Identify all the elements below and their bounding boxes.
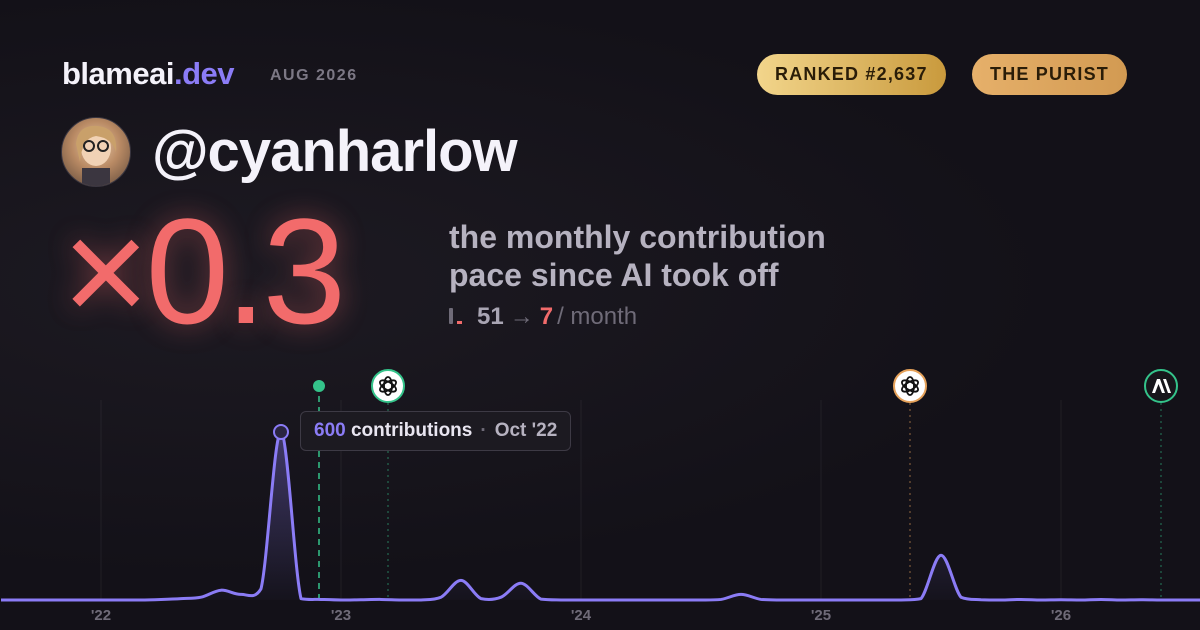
x-tick-label: '24: [571, 607, 592, 624]
pace-icon: [449, 305, 463, 325]
tooltip-label: contributions: [350, 420, 473, 441]
pace-change: 51 → 7/ month: [449, 303, 637, 331]
caption: the monthly contribution: [449, 219, 826, 255]
tooltip: 600 contributions · Oct '22: [300, 411, 572, 451]
rank-badge: RANKED #2,637: [757, 54, 946, 95]
event-markers: [313, 369, 1178, 600]
x-tick-label: '22: [91, 607, 111, 624]
openai-icon: [371, 369, 405, 403]
pace-before: 51: [477, 303, 504, 330]
tooltip-value: 600: [314, 420, 346, 441]
tooltip-date: Oct '22: [494, 420, 558, 441]
x-tick-label: '25: [811, 607, 831, 624]
peak-marker: [273, 424, 289, 440]
pace-after: 7: [539, 303, 554, 330]
unit: / month: [557, 303, 638, 330]
date: AUG 2026: [270, 67, 358, 84]
user-handle: @cyanharlow: [152, 119, 518, 184]
avatar-image: [76, 125, 117, 186]
avatar: [61, 117, 131, 187]
caption: pace since AI took off: [449, 257, 779, 293]
chart: '22 '23 '24 '25 '26: [1, 369, 1200, 624]
tooltip-separator: ·: [480, 420, 487, 441]
brand: blameai.dev: [62, 56, 234, 92]
plot: [1, 424, 1200, 602]
area: [1, 431, 1200, 600]
grid: '22 '23 '24 '25 '26: [91, 400, 1071, 624]
brand-tld: .dev: [173, 56, 235, 91]
openai-icon: [893, 369, 927, 403]
line: [1, 430, 1200, 602]
anthropic-icon: [1144, 369, 1178, 403]
brand-name: blameai: [62, 56, 174, 91]
persona-badge: THE PURIST: [972, 54, 1128, 95]
event-dot: [313, 380, 325, 392]
arrow: →: [509, 303, 534, 330]
x-tick-label: '26: [1051, 607, 1071, 624]
x-tick-label: '23: [331, 607, 351, 624]
pace-multiplier: ×0.3: [62, 187, 346, 355]
